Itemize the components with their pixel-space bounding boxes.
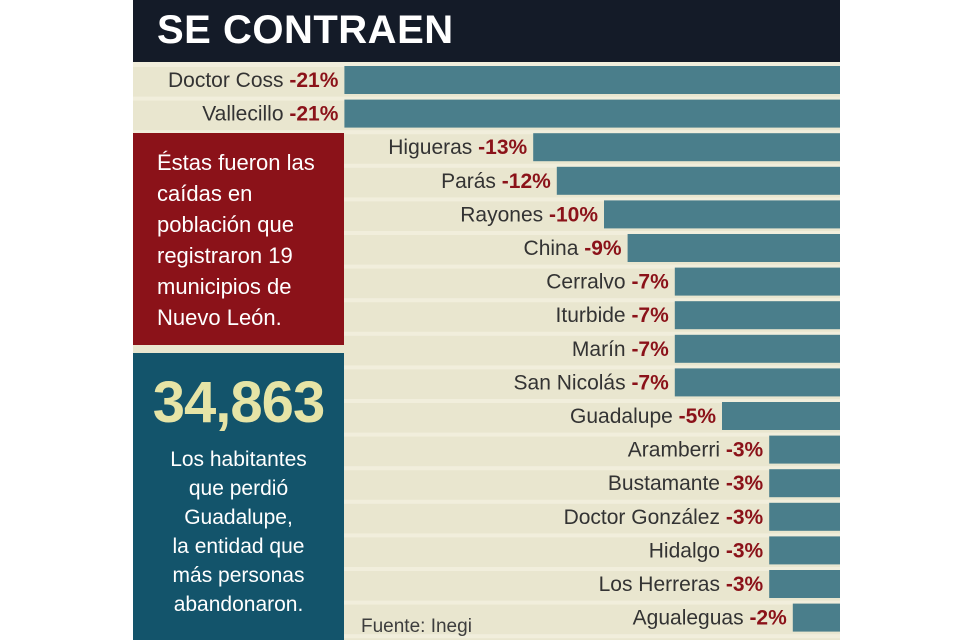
- category-label: Parás: [441, 170, 502, 193]
- bar-label: Guadalupe -5%: [570, 405, 716, 428]
- value-label: -3%: [726, 439, 764, 462]
- description-box: Éstas fueron las caídas en población que…: [133, 133, 344, 345]
- bar-label: Iturbide -7%: [556, 304, 670, 327]
- value-label: -3%: [726, 472, 764, 495]
- bar-label: Agualeguas -2%: [633, 607, 787, 630]
- value-label: -3%: [726, 506, 764, 529]
- bar-label: Bustamante -3%: [608, 472, 764, 495]
- row-stripe: [133, 638, 840, 640]
- bar: [769, 435, 840, 464]
- infographic-panel: Doctor Coss -21% Vallecillo -21% Higueras …: [133, 0, 840, 640]
- value-label: -5%: [679, 405, 717, 428]
- bar-label: Doctor González -3%: [564, 506, 764, 529]
- category-label: Doctor González: [564, 506, 726, 529]
- bar: [769, 469, 840, 498]
- category-label: Rayones: [460, 203, 549, 226]
- category-label: China: [524, 237, 585, 260]
- category-label: Vallecillo: [202, 103, 289, 126]
- value-label: -7%: [631, 271, 669, 294]
- bar-label: San Nicolás -7%: [514, 371, 670, 394]
- bar: [344, 66, 840, 94]
- bar-label: Aramberri -3%: [628, 439, 764, 462]
- bar: [769, 536, 840, 565]
- description-text: Éstas fueron las caídas en población que…: [157, 150, 315, 330]
- value-label: -13%: [478, 136, 527, 159]
- bar-label: Marín -7%: [572, 338, 669, 361]
- category-label: Doctor Coss: [168, 69, 289, 92]
- value-label: -9%: [584, 237, 622, 260]
- category-label: Hidalgo: [649, 539, 726, 562]
- page-title: SE CONTRAEN: [157, 8, 454, 52]
- bar-label: China -9%: [524, 237, 622, 260]
- bar: [674, 368, 840, 397]
- bar-label: Cerralvo -7%: [546, 271, 669, 294]
- category-label: Bustamante: [608, 472, 726, 495]
- category-label: San Nicolás: [514, 371, 632, 394]
- value-label: -10%: [549, 203, 598, 226]
- category-label: Aramberri: [628, 439, 726, 462]
- value-label: -2%: [749, 607, 787, 630]
- bar: [674, 267, 840, 296]
- bar: [769, 502, 840, 531]
- category-label: Marín: [572, 338, 632, 361]
- category-label: Los Herreras: [599, 573, 726, 596]
- value-label: -7%: [631, 371, 669, 394]
- bar-label: Rayones -10%: [460, 203, 598, 226]
- value-label: -3%: [726, 539, 764, 562]
- bar: [604, 200, 840, 229]
- bar: [792, 603, 840, 632]
- bar-label: Vallecillo -21%: [202, 103, 339, 126]
- highlight-box: 34,863 Los habitantes que perdió Guadalu…: [133, 353, 344, 640]
- category-label: Iturbide: [556, 304, 632, 327]
- category-label: Higueras: [388, 136, 478, 159]
- value-label: -21%: [289, 103, 338, 126]
- bar: [627, 234, 840, 262]
- bar-label: Los Herreras -3%: [599, 573, 764, 596]
- bar-label: Higueras -13%: [388, 136, 527, 159]
- bar: [674, 334, 840, 363]
- category-label: Guadalupe: [570, 405, 679, 428]
- bar: [533, 133, 840, 162]
- value-label: -12%: [502, 170, 551, 193]
- value-label: -7%: [631, 338, 669, 361]
- category-label: Agualeguas: [633, 607, 750, 630]
- bar: [344, 99, 840, 128]
- bar-label: Hidalgo -3%: [649, 539, 764, 562]
- highlight-number: 34,863: [152, 370, 325, 435]
- bar: [556, 166, 840, 195]
- value-label: -3%: [726, 573, 764, 596]
- header-bar: SE CONTRAEN: [133, 0, 840, 62]
- bar: [722, 402, 840, 430]
- bar-label: Parás -12%: [441, 170, 551, 193]
- bar: [674, 301, 840, 330]
- value-label: -7%: [631, 304, 669, 327]
- bar-label: Doctor Coss -21%: [168, 69, 339, 92]
- category-label: Cerralvo: [546, 271, 631, 294]
- highlight-text: Los habitantes que perdió Guadalupe, la …: [170, 448, 307, 616]
- source-note: Fuente: Inegi: [361, 616, 472, 637]
- bar: [769, 570, 840, 598]
- value-label: -21%: [289, 69, 338, 92]
